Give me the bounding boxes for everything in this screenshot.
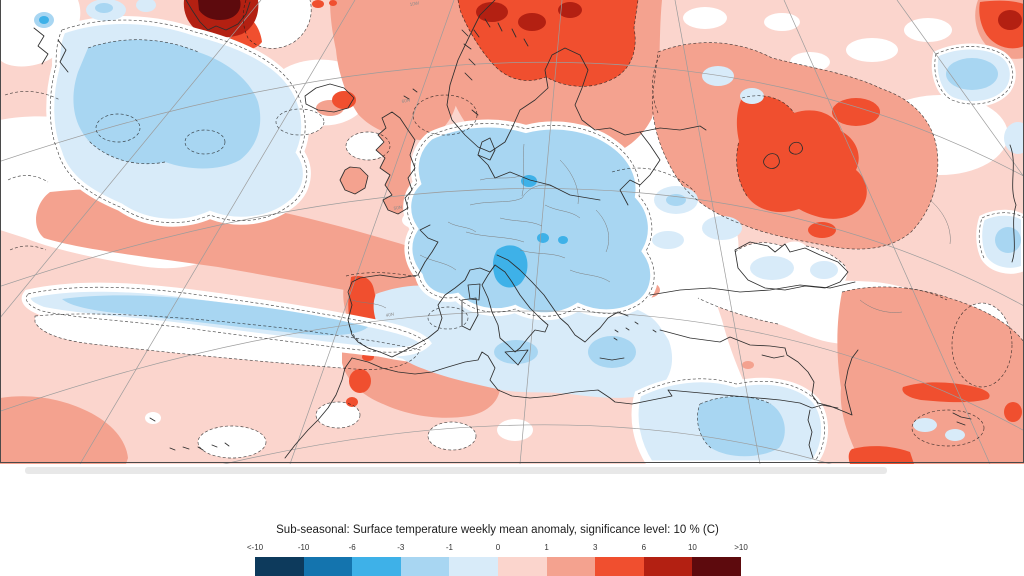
tick-label: <-10 <box>246 543 264 552</box>
color-swatch <box>352 557 401 576</box>
legend-title: Sub-seasonal: Surface temperature weekly… <box>276 524 719 536</box>
color-swatch <box>449 557 498 576</box>
graticule-labels: 10W 60N 50N 40N <box>385 0 420 318</box>
lat-label-40n: 40N <box>385 311 394 318</box>
nw-russia-strong-warm <box>736 95 867 219</box>
color-swatch <box>643 557 693 576</box>
colorbar-ticks: <-10 -10 -6 -3 -1 0 1 3 6 10 >10 <box>247 543 748 557</box>
graticule <box>0 0 1024 464</box>
lat-label-60n: 60N <box>401 97 410 104</box>
color-swatch <box>546 557 596 576</box>
tick-label: >10 <box>734 543 748 552</box>
tick-label: 6 <box>641 543 647 552</box>
color-swatch <box>692 557 741 576</box>
tick-label: 0 <box>495 543 501 552</box>
lat-label-50n: 50N <box>393 204 402 211</box>
color-swatch <box>595 557 644 576</box>
map-shadow <box>25 467 887 474</box>
country-borders <box>351 143 951 313</box>
tick-label: 1 <box>544 543 549 552</box>
colorbar: <-10 -10 -6 -3 -1 0 1 3 6 10 >10 <box>247 543 748 576</box>
anomaly-field <box>0 0 1024 464</box>
significance-contours <box>4 0 1024 462</box>
lon-label: 10W <box>409 0 420 7</box>
colorbar-swatches <box>255 557 741 576</box>
color-swatch <box>255 557 304 576</box>
color-swatch <box>400 557 450 576</box>
central-europe-cold <box>403 119 659 321</box>
color-swatch <box>303 557 353 576</box>
tick-label: 10 <box>687 543 697 552</box>
color-swatch <box>497 557 547 576</box>
tick-label: -10 <box>297 543 310 552</box>
tick-label: -6 <box>348 543 356 552</box>
anomaly-map: 10W 60N 50N 40N <box>0 0 1024 464</box>
tick-label: -3 <box>397 543 405 552</box>
tick-label: 3 <box>592 543 598 552</box>
tick-label: -1 <box>445 543 453 552</box>
strong-warm-blobs <box>183 0 1024 464</box>
middle-east-warm <box>837 286 1024 464</box>
scandinavia-strong-warm <box>458 0 638 87</box>
